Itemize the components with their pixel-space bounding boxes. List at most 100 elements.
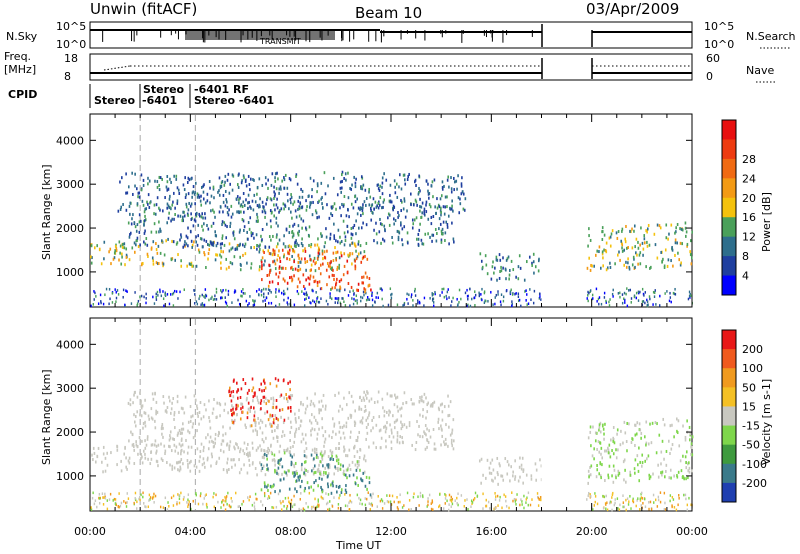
time-tick-label: 04:00 [174,525,206,538]
station-title: Unwin (fitACF) [90,0,197,18]
colorbar-segment [722,482,736,503]
cpid-stereo-1: Stereo [94,94,136,107]
colorbar-tick-label: 28 [742,153,756,166]
nave-tick-top: 60 [706,52,720,65]
colorbar-segment [722,120,736,140]
power-scatter [90,115,693,308]
echo-feature [479,252,540,282]
cpid-label: CPID [8,88,37,101]
colorbar-segment [722,349,736,369]
data-gap [541,319,585,510]
colorbar-tick-label: 20 [742,192,756,205]
ground-noise [90,491,693,512]
ytick-label: 4000 [56,134,84,147]
echo-feature [478,456,543,486]
colorbar-tick-label: 50 [742,381,756,394]
nave-tick-bottom: 0 [706,70,713,83]
cpid-6401-rf: -6401 RF [194,83,249,96]
time-tick-label: 20:00 [576,525,608,538]
colorbar-segment [722,330,736,350]
colorbar-segment [722,236,736,257]
freq-panel: Freq. [MHz] 18 8 60 0 Nave [4,50,776,83]
power-cbar-label: Power [dB] [760,192,773,252]
time-tick-label: 00:00 [74,525,106,538]
time-xlabel: Time UT [335,539,381,552]
velocity-scatter [90,319,694,512]
time-tick-label: 16:00 [475,525,507,538]
colorbar-tick-label: 8 [742,250,749,263]
freq-tick-bottom: 8 [64,70,71,83]
freq-unit-label: [MHz] [4,63,36,76]
ground-noise [90,287,693,308]
ytick-label: 3000 [56,178,84,191]
colorbar-segment [722,158,736,179]
time-tick-label: 08:00 [275,525,307,538]
colorbar-segment [722,387,736,407]
colorbar-segment [722,275,736,296]
power-panel: 1000 2000 3000 4000 [56,113,693,308]
velocity-panel: 1000 2000 3000 4000 [56,317,694,512]
cpid-stereo-3: Stereo -6401 [194,94,274,107]
colorbar-segment [722,256,736,277]
nsearch-tick-bottom: 10^0 [704,38,734,51]
colorbar-tick-label: 15 [742,400,756,413]
colorbar-tick-label: 200 [742,343,763,356]
colorbar-tick-label: 12 [742,231,756,244]
colorbar-tick-label: 100 [742,362,763,375]
colorbar-segment [722,463,736,484]
cpid-row: CPID Stereo Stereo -6401 -6401 RF Stereo… [8,83,274,108]
colorbar-tick-label: 24 [742,172,756,185]
colorbar-tick-label: -50 [742,439,760,452]
colorbar-tick-label: -15 [742,420,760,433]
colorbar-segment [722,197,736,218]
echo-feature [228,377,292,428]
power-ylabel: Slant Range [km] [40,164,53,260]
beam-title: Beam 10 [355,4,422,22]
echo-feature [587,417,694,485]
velocity-colorbar: 200 100 50 15 -15 -50 -100 -200 [721,329,767,503]
echo-feature [117,170,467,216]
cpid-stereo-2: Stereo [143,83,185,96]
ytick-label: 2000 [56,222,84,235]
colorbar-segment [722,178,736,199]
colorbar-segment [722,406,736,427]
echo-feature [586,221,693,272]
nsky-label: N.Sky [6,30,38,43]
colorbar-segment [722,217,736,238]
time-tick-label: 00:00 [676,525,708,538]
colorbar-tick-label: 4 [742,270,749,283]
power-colorbar: 4 8 12 16 20 24 28 [721,119,756,296]
freq-label: Freq. [4,50,31,63]
colorbar-tick-label: 16 [742,211,756,224]
echo-feature [260,451,372,497]
transmit-overlay: TRANSMIT [259,37,301,46]
ytick-label: 1000 [56,266,84,279]
nsky-panel: TRANSMIT N.Sky 10^5 10^0 10^5 10^0 N.Sea… [6,20,796,51]
colorbar-tick-label: -100 [742,458,767,471]
cpid-6401: -6401 [142,94,177,107]
echo-feature [90,238,366,273]
freq-tick-top: 18 [64,52,78,65]
date-title: 03/Apr/2009 [586,0,679,18]
ytick-label: 2000 [56,426,84,439]
echo-feature [127,199,455,251]
colorbar-tick-label: -200 [742,477,767,490]
nsky-tick-top: 10^5 [56,20,86,33]
nsearch-tick-top: 10^5 [704,20,734,33]
nsky-tick-bottom: 10^0 [56,38,86,51]
ytick-label: 4000 [56,338,84,351]
colorbar-segment [722,368,736,388]
velocity-cbar-label: Velocity [m s-1] [760,379,773,465]
time-tick-label: 12:00 [375,525,407,538]
echo-feature [260,248,372,294]
nsearch-label: N.Search [746,30,796,43]
colorbar-segment [722,139,736,160]
echo-feature [127,390,455,456]
ytick-label: 1000 [56,470,84,483]
nave-label: Nave [746,64,774,77]
data-gap [541,115,585,306]
colorbar-segment [722,444,736,465]
colorbar-segment [722,425,736,446]
velocity-ylabel: Slant Range [km] [40,369,53,465]
